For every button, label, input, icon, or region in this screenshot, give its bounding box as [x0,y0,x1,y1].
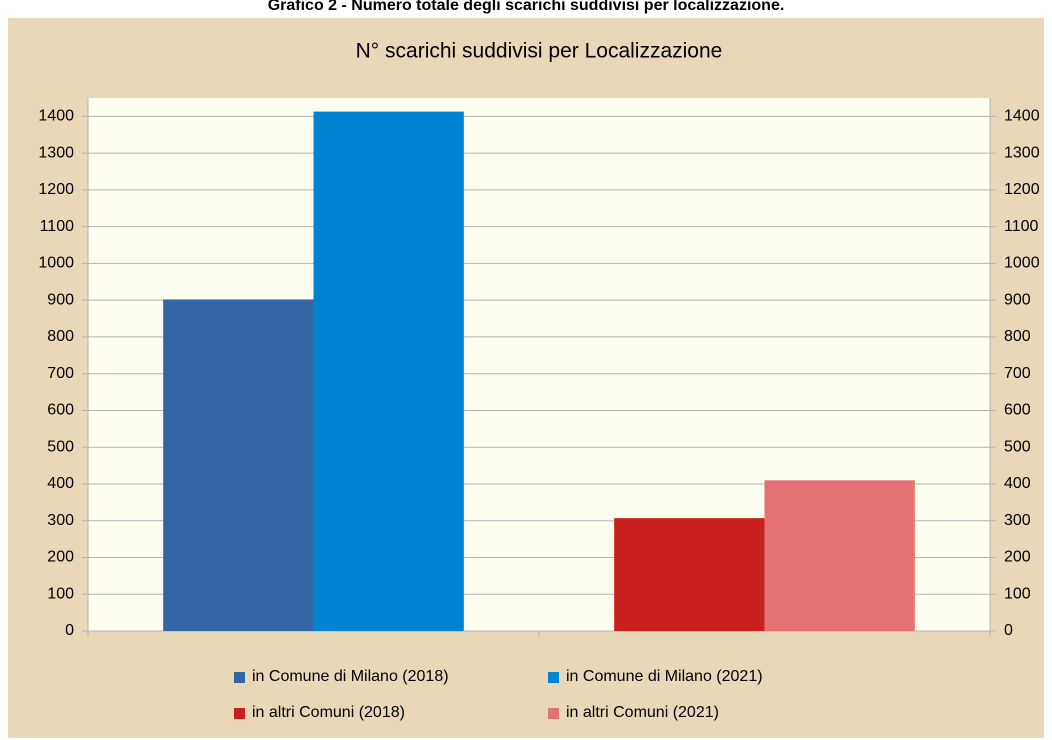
legend-label: in altri Comuni (2021) [566,704,719,721]
y2-tick-label: 1100 [1004,218,1039,235]
y2-tick-label: 300 [1004,512,1031,529]
legend-swatch [234,708,245,719]
y2-tick-label: 100 [1004,585,1031,602]
legend-swatch [548,708,559,719]
y-tick-label: 1200 [38,181,74,198]
y-tick-label: 600 [47,402,74,419]
y2-tick-label: 0 [1004,622,1013,639]
y2-tick-label: 1000 [1004,255,1040,272]
y-tick-label: 400 [47,475,74,492]
y2-tick-label: 1300 [1004,144,1040,161]
y-tick-label: 500 [47,438,74,455]
y-tick-label: 1000 [38,255,74,272]
y-tick-label: 0 [65,622,74,639]
y2-tick-label: 800 [1004,328,1031,345]
y2-tick-label: 500 [1004,438,1031,455]
y2-tick-label: 400 [1004,475,1031,492]
y2-tick-label: 1400 [1004,108,1040,125]
y2-tick-label: 200 [1004,549,1031,566]
y2-tick-label: 600 [1004,402,1031,419]
y2-tick-label: 700 [1004,365,1031,382]
legend-swatch [234,672,245,683]
legend-swatch [548,672,559,683]
y-tick-label: 1400 [38,108,74,125]
chart-title: N° scarichi suddivisi per Localizzazione [356,40,723,63]
y2-tick-label: 1200 [1004,181,1040,198]
y-tick-label: 300 [47,512,74,529]
y-tick-label: 800 [47,328,74,345]
legend-label: in altri Comuni (2018) [252,704,405,721]
bar [614,518,765,631]
y-tick-label: 700 [47,365,74,382]
caption: Grafico 2 - Numero totale degli scarichi… [268,0,785,14]
legend-label: in Comune di Milano (2018) [252,668,449,685]
legend-label: in Comune di Milano (2021) [566,668,763,685]
y-tick-label: 1100 [40,218,75,235]
y-tick-label: 200 [47,549,74,566]
bar [163,299,314,631]
y2-tick-label: 900 [1004,291,1031,308]
bar [764,480,915,631]
y-tick-label: 1300 [38,144,74,161]
y-tick-label: 900 [47,291,74,308]
y-tick-label: 100 [47,585,74,602]
bar [313,111,464,631]
